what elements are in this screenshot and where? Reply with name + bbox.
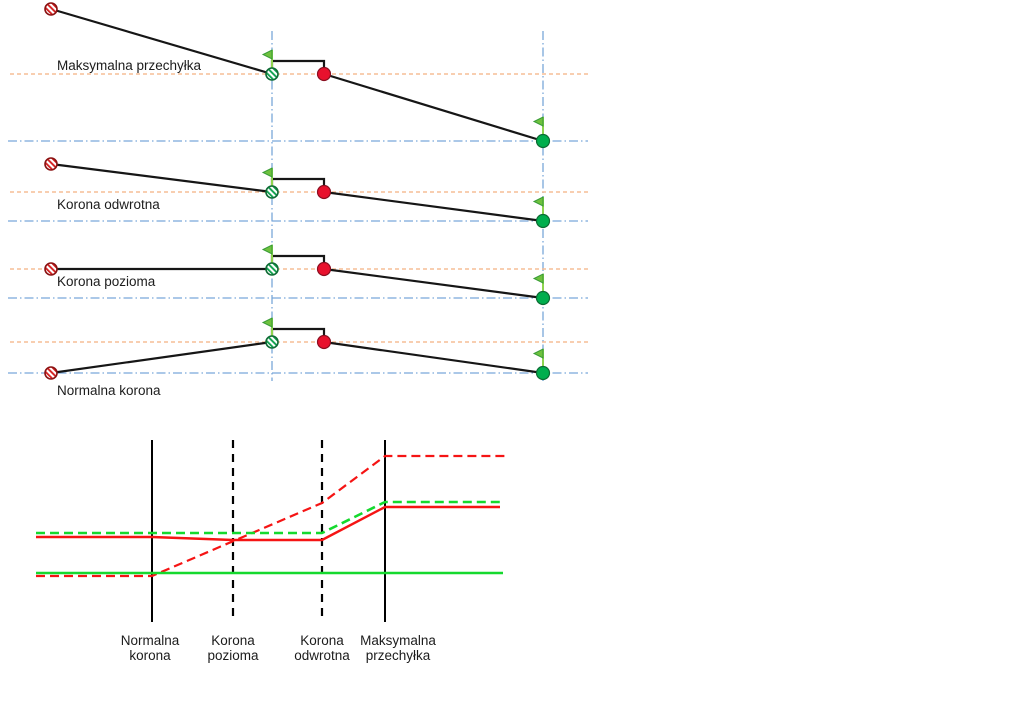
edge-flag-icon [533, 273, 544, 293]
edge-flag-icon [533, 196, 544, 216]
left-edge-line [49, 162, 274, 194]
pivot-red-marker-icon [316, 184, 332, 200]
section-label: Korona odwrotna [57, 197, 160, 212]
left-edge-line [49, 340, 274, 375]
crown-hatched-green-marker-icon [265, 335, 279, 349]
crown-step-line [270, 59, 326, 71]
series-inner-edge-red-solid [36, 505, 500, 542]
edge-flag-icon [533, 348, 544, 368]
section-label: Maksymalna przechyłka [57, 58, 202, 73]
right-edge-line [322, 340, 545, 375]
section-label: Korona pozioma [57, 274, 156, 289]
section-korona-pozioma: Korona pozioma [8, 244, 588, 306]
start-hatched-red-marker-icon [44, 157, 58, 171]
series-inner-edge-green-dashed [36, 500, 500, 535]
right-edge-line [322, 190, 545, 223]
end-green-marker-icon [535, 290, 551, 306]
stage-label-line2: odwrotna [294, 648, 350, 663]
stage-label-line2: korona [129, 648, 171, 663]
pivot-red-marker-icon [316, 66, 332, 82]
section-korona-odwrotna: Korona odwrotna [8, 157, 588, 229]
stage-label-line2: przechyłka [366, 648, 431, 663]
crown-flag-icon [262, 317, 273, 337]
stage-label-maksymalna-przechylka: Maksymalna przechyłka [360, 633, 436, 663]
pivot-red-marker-icon [316, 261, 332, 277]
transition-chart: Normalna korona Korona pozioma Korona od… [36, 440, 507, 663]
stage-label-line1: Normalna [121, 633, 180, 648]
right-edge-line [322, 72, 545, 143]
stage-label-normalna-korona: Normalna korona [121, 633, 180, 663]
end-green-marker-icon [535, 133, 551, 149]
crown-hatched-green-marker-icon [265, 262, 279, 276]
stage-label-line1: Maksymalna [360, 633, 436, 648]
crown-flag-icon [262, 167, 273, 187]
crown-step-line [270, 177, 326, 189]
right-edge-line [322, 267, 545, 300]
stage-label-korona-pozioma: Korona pozioma [207, 633, 259, 663]
start-hatched-red-marker-icon [44, 262, 58, 276]
start-hatched-red-marker-icon [44, 366, 58, 380]
stage-label-line2: pozioma [207, 648, 259, 663]
crown-step-line [270, 254, 326, 266]
stage-label-line1: Korona [211, 633, 255, 648]
crown-flag-icon [262, 49, 273, 69]
series-outer-edge-red-dashed [36, 454, 507, 578]
section-normalna-korona: Normalna korona [8, 317, 588, 398]
section-maksymalna-przechylka: Maksymalna przechyłka [8, 2, 588, 149]
stage-label-line1: Korona [300, 633, 344, 648]
crown-hatched-green-marker-icon [265, 185, 279, 199]
end-green-marker-icon [535, 213, 551, 229]
pivot-red-marker-icon [316, 334, 332, 350]
edge-flag-icon [533, 116, 544, 136]
left-edge-line [49, 7, 274, 76]
end-green-marker-icon [535, 365, 551, 381]
stage-label-korona-odwrotna: Korona odwrotna [294, 633, 350, 663]
crown-flag-icon [262, 244, 273, 264]
start-hatched-red-marker-icon [44, 2, 58, 16]
crown-step-line [270, 327, 326, 339]
crown-hatched-green-marker-icon [265, 67, 279, 81]
section-label: Normalna korona [57, 383, 161, 398]
